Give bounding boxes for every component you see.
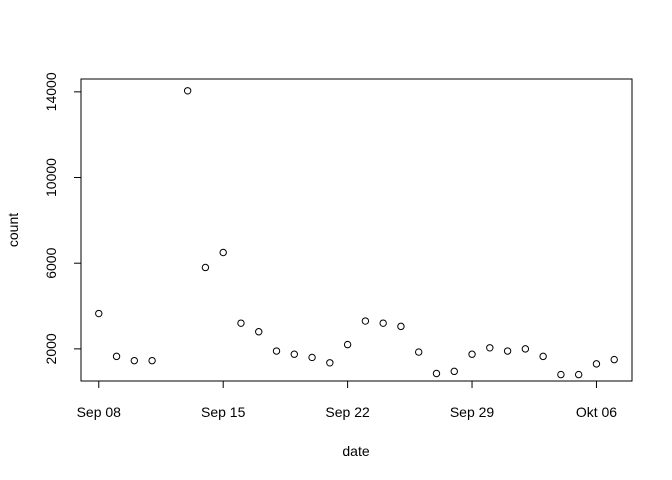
data-point bbox=[379, 319, 387, 327]
data-point bbox=[450, 367, 458, 376]
data-point bbox=[326, 359, 334, 367]
y-tick-label: 10000 bbox=[43, 158, 59, 197]
data-point bbox=[503, 347, 512, 355]
data-point bbox=[521, 345, 530, 353]
data-point bbox=[183, 87, 192, 95]
y-tick-label: 2000 bbox=[43, 333, 59, 364]
data-point bbox=[539, 352, 547, 361]
data-point bbox=[308, 353, 316, 362]
data-point bbox=[557, 370, 565, 379]
data-point bbox=[95, 309, 103, 318]
data-point bbox=[610, 355, 618, 364]
x-tick-label: Sep 29 bbox=[450, 404, 495, 420]
data-point bbox=[397, 322, 405, 331]
data-point bbox=[148, 356, 156, 365]
data-points bbox=[95, 87, 618, 379]
x-axis-title: date bbox=[342, 443, 369, 459]
data-point bbox=[272, 347, 281, 355]
data-point bbox=[432, 369, 441, 378]
y-tick-label: 6000 bbox=[43, 247, 59, 278]
x-tick-label: Sep 15 bbox=[201, 404, 246, 420]
data-point bbox=[486, 344, 494, 352]
data-point bbox=[468, 350, 476, 358]
data-point bbox=[201, 263, 210, 272]
data-point bbox=[219, 248, 227, 257]
data-point bbox=[592, 360, 601, 368]
data-point bbox=[361, 317, 370, 325]
data-point bbox=[415, 348, 423, 356]
y-axis-title: count bbox=[5, 213, 21, 247]
x-tick-label: Sep 22 bbox=[325, 404, 370, 420]
x-tick-label: Sep 08 bbox=[77, 404, 122, 420]
data-point bbox=[343, 340, 352, 349]
y-axis: 2000 6000 10000 14000 bbox=[43, 72, 82, 364]
data-point bbox=[130, 356, 139, 365]
data-point bbox=[255, 328, 263, 336]
data-point bbox=[237, 319, 245, 327]
x-axis: Sep 08 Sep 15 Sep 22 Sep 29 Okt 06 bbox=[77, 380, 617, 420]
data-point bbox=[574, 370, 583, 379]
data-point bbox=[112, 352, 121, 361]
y-tick-label: 14000 bbox=[43, 72, 59, 111]
x-tick-label: Okt 06 bbox=[576, 404, 617, 420]
data-point bbox=[290, 350, 298, 358]
